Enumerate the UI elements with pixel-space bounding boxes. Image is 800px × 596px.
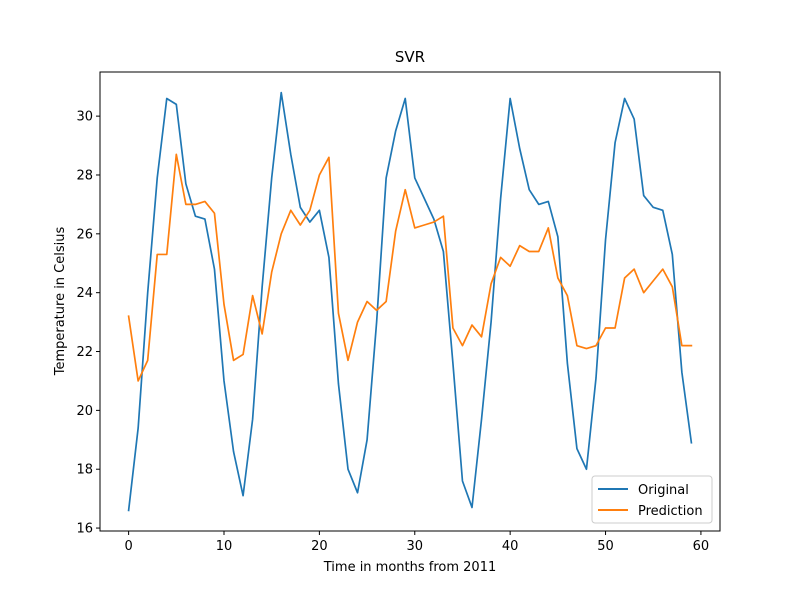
legend-box [591, 475, 713, 524]
x-tick-label: 10 [216, 539, 233, 554]
plot-frame [99, 71, 721, 532]
y-tick-label: 30 [76, 110, 93, 125]
x-axis-label: Time in months from 2011 [323, 560, 497, 575]
x-tick-label: 0 [124, 539, 132, 554]
y-tick-label: 22 [76, 345, 93, 360]
series-line-original [127, 91, 693, 512]
x-tick-label: 30 [406, 539, 423, 554]
y-tick-label: 24 [76, 286, 93, 301]
y-tick-label: 26 [76, 227, 93, 242]
legend-label-prediction: Prediction [638, 504, 703, 519]
x-tick-label: 40 [502, 539, 519, 554]
series-layer [127, 91, 693, 512]
y-tick-label: 18 [76, 463, 93, 478]
y-tick-label: 16 [76, 522, 93, 537]
y-tick-label: 20 [76, 404, 93, 419]
y-tick-label: 28 [76, 168, 93, 183]
legend-label-original: Original [638, 483, 689, 498]
y-axis-ticks: 16 18 20 22 24 26 28 30 [76, 110, 100, 537]
chart-title: SVR [395, 48, 425, 66]
x-tick-label: 60 [693, 539, 710, 554]
legend: Original Prediction [591, 475, 713, 524]
x-axis-ticks: 0 10 20 30 40 50 60 [124, 531, 709, 554]
series-line-prediction [127, 153, 693, 382]
x-tick-label: 50 [597, 539, 614, 554]
y-axis-label: Temperature in Celsius [53, 227, 68, 377]
x-tick-label: 20 [311, 539, 328, 554]
